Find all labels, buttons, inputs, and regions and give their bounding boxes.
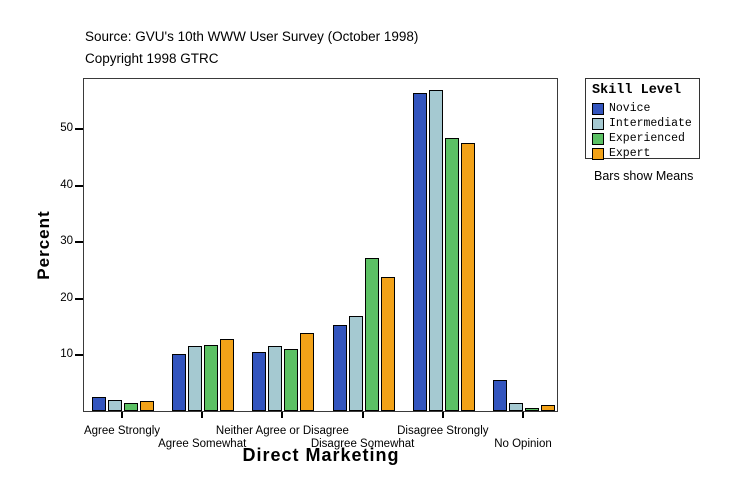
bar-expert-no-opinion xyxy=(541,405,555,411)
x-tick xyxy=(121,412,123,418)
bar-novice-no-opinion xyxy=(493,379,507,411)
bar-intermediate-disagree-strongly xyxy=(428,90,443,411)
x-category-label: Disagree Strongly xyxy=(397,425,489,437)
bar-novice-disagree-somewhat xyxy=(332,325,347,411)
bar-intermediate-neither-agree-or-disagree xyxy=(268,345,283,411)
y-tick-label: 30 xyxy=(60,235,73,248)
legend-item-intermediate: Intermediate xyxy=(592,116,693,131)
bar-experienced-agree-somewhat xyxy=(204,344,219,411)
legend-label-expert: Expert xyxy=(609,147,651,160)
bar-experienced-no-opinion xyxy=(525,408,539,411)
y-tick xyxy=(75,184,83,187)
legend-item-expert: Expert xyxy=(592,146,693,161)
bar-group-no-opinion xyxy=(491,79,557,411)
x-category-label: Agree Strongly xyxy=(83,425,161,437)
bar-novice-agree-strongly xyxy=(92,397,106,411)
y-tick-label: 20 xyxy=(60,291,73,304)
bar-experienced-agree-strongly xyxy=(124,403,138,411)
x-tick xyxy=(522,412,524,418)
x-axis-title: Direct Marketing xyxy=(242,445,400,465)
bar-experienced-disagree-somewhat xyxy=(364,257,379,411)
legend-item-novice: Novice xyxy=(592,101,693,116)
bar-novice-neither-agree-or-disagree xyxy=(252,351,267,411)
legend-title: Skill Level xyxy=(592,83,682,98)
legend: Skill Level Novice Intermediate Experience… xyxy=(585,78,700,161)
y-tick xyxy=(75,354,83,357)
x-tick xyxy=(281,412,284,418)
bar-experienced-disagree-strongly xyxy=(444,138,459,411)
x-tick xyxy=(361,412,364,418)
y-tick-label: 10 xyxy=(60,348,73,361)
x-tick xyxy=(441,412,444,418)
bar-group-agree-strongly xyxy=(90,79,156,411)
x-category-label: No Opinion xyxy=(494,438,552,450)
bar-group-agree-somewhat xyxy=(170,79,236,411)
legend-swatch-expert-icon xyxy=(592,147,604,160)
bar-expert-agree-somewhat xyxy=(220,338,235,411)
x-category-label: Neither Agree or Disagree xyxy=(215,425,349,437)
x-category-label: Agree Somewhat xyxy=(158,438,247,450)
bar-expert-agree-strongly xyxy=(140,401,154,411)
x-category-label: Disagree Somewhat xyxy=(310,438,415,450)
y-tick xyxy=(75,241,83,244)
bar-group-neither-agree-or-disagree xyxy=(250,79,316,411)
legend-label-novice: Novice xyxy=(609,102,651,115)
x-tick xyxy=(201,412,204,418)
bar-experienced-neither-agree-or-disagree xyxy=(284,349,299,411)
bar-novice-disagree-strongly xyxy=(412,92,427,411)
source-note: Source: GVU's 10th WWW User Survey (Octo… xyxy=(85,29,419,44)
bar-expert-disagree-strongly xyxy=(460,142,475,411)
bar-group-disagree-somewhat xyxy=(331,79,397,411)
legend-item-experienced: Experienced xyxy=(592,131,693,146)
y-tick-label: 50 xyxy=(60,121,73,134)
y-tick-label: 40 xyxy=(60,178,73,191)
legend-swatch-experienced-icon xyxy=(592,132,604,145)
legend-swatch-intermediate-icon xyxy=(592,117,604,130)
bar-intermediate-agree-strongly xyxy=(108,400,122,411)
y-tick xyxy=(75,127,83,130)
legend-label-experienced: Experienced xyxy=(609,132,685,145)
y-tick xyxy=(75,297,83,300)
legend-swatch-novice-icon xyxy=(592,102,604,115)
bar-expert-disagree-somewhat xyxy=(380,276,395,411)
bar-expert-neither-agree-or-disagree xyxy=(300,332,315,411)
bar-novice-agree-somewhat xyxy=(172,354,187,411)
legend-note: Bars show Means xyxy=(594,169,694,183)
legend-items: Novice Intermediate Experienced Expert xyxy=(592,101,693,161)
bar-group-disagree-strongly xyxy=(411,79,477,411)
copyright-note: Copyright 1998 GTRC xyxy=(85,51,219,66)
bar-intermediate-disagree-somewhat xyxy=(348,315,363,411)
plot-area xyxy=(83,78,558,412)
bar-intermediate-agree-somewhat xyxy=(188,345,203,411)
bar-intermediate-no-opinion xyxy=(509,402,523,411)
legend-label-intermediate: Intermediate xyxy=(609,117,692,130)
